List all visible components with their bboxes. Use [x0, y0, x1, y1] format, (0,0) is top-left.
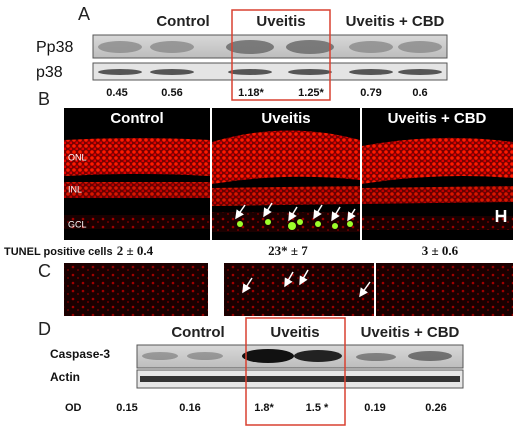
group-header: Uveitis: [256, 13, 305, 30]
micrograph: [224, 263, 374, 316]
value: 0.79: [360, 87, 381, 99]
value: 0.16: [179, 402, 200, 414]
row-label: OD: [65, 402, 82, 414]
image-title: Uveitis + CBD: [388, 110, 487, 127]
highlight-box: [231, 9, 331, 101]
blot-label: Actin: [50, 370, 80, 384]
image-title: Uveitis: [261, 110, 310, 127]
value: 0.26: [425, 402, 446, 414]
value: 0.45: [106, 87, 127, 99]
micrograph: [212, 108, 360, 240]
value: 0.56: [161, 87, 182, 99]
group-header: Control: [171, 324, 224, 341]
layer-label: INL: [68, 184, 82, 194]
group-header: Uveitis + CBD: [346, 13, 445, 30]
value: 0.19: [364, 402, 385, 414]
panel-label: B: [38, 89, 50, 109]
tunel-value: 2 ± 0.4: [117, 243, 154, 258]
micrograph: [64, 108, 210, 240]
tunel-value: 23* ± 7: [268, 243, 308, 258]
value: 1.5 *: [306, 402, 329, 414]
value: 1.8*: [254, 402, 274, 414]
tunel-value: 3 ± 0.6: [422, 243, 459, 258]
micrograph: [64, 263, 208, 316]
value: 1.18*: [238, 87, 264, 99]
panel-label: A: [78, 4, 90, 24]
panel-c: C: [38, 261, 513, 316]
value: 0.6: [412, 87, 427, 99]
image-title: Control: [110, 110, 163, 127]
micrograph: [362, 108, 513, 240]
panel-a: A Control Uveitis Uveitis + CBD Pp38 p38…: [36, 4, 448, 101]
micrograph: [376, 263, 513, 316]
panel-d: D Control Uveitis Uveitis + CBD Caspase-…: [38, 317, 464, 426]
panel-b: B: [4, 89, 513, 258]
value: 0.15: [116, 402, 137, 414]
blot-label: Pp38: [36, 39, 73, 56]
blot-label: Caspase-3: [50, 347, 110, 361]
value: 1.25*: [298, 87, 324, 99]
highlight-box: [245, 317, 346, 426]
blot-label: p38: [36, 64, 63, 81]
layer-label: ONL: [68, 152, 87, 162]
panel-label: C: [38, 261, 51, 281]
tunel-label: TUNEL positive cells: [4, 246, 113, 258]
panel-label: D: [38, 319, 51, 339]
layer-label: GCL: [68, 219, 87, 229]
group-header: Control: [156, 13, 209, 30]
group-header: Uveitis: [270, 324, 319, 341]
group-header: Uveitis + CBD: [361, 324, 460, 341]
